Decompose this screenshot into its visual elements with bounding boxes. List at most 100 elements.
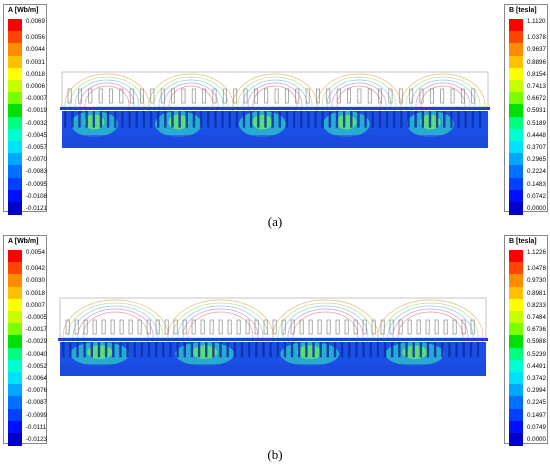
coil-slot (336, 88, 341, 104)
stator-slot (369, 342, 372, 358)
stator-slot (405, 342, 408, 358)
legend-swatch (8, 55, 22, 69)
stator-slot (92, 111, 96, 128)
stator-slot (176, 342, 179, 358)
legend-label: -0.0111 (26, 423, 47, 431)
legend-swatch (8, 298, 22, 312)
coil-slot (290, 319, 295, 335)
legend-swatch (8, 311, 22, 324)
coil-slot (233, 88, 238, 104)
coil-slot (409, 88, 414, 104)
legend-swatch (8, 177, 22, 191)
coil-slot (209, 319, 214, 335)
legend-swatch (8, 286, 22, 300)
stator-slot (185, 111, 188, 128)
legend-swatch (509, 250, 523, 263)
stator-slot (205, 342, 208, 358)
legend-label: 0.9637 (527, 46, 546, 54)
stator-slot (128, 111, 131, 128)
coil-slot (110, 319, 115, 335)
coil-slot (326, 319, 331, 335)
coil-slot (83, 319, 88, 335)
stator-slot (391, 342, 394, 358)
legend-swatch (509, 359, 523, 373)
stator-yoke (62, 135, 488, 148)
caption-b: (b) (267, 447, 283, 462)
stator-slot (114, 111, 117, 128)
stator-slot (364, 111, 367, 128)
legend-title: B [tesla] (509, 238, 537, 245)
stator-slot (90, 342, 94, 358)
coil-slot (389, 319, 394, 335)
legend-label: 0.0044 (26, 46, 45, 54)
stator-slot (219, 342, 222, 358)
legend-label: -0.0057 (26, 144, 47, 151)
coil-slot (74, 319, 79, 335)
stator-slot (276, 342, 279, 358)
stator-slot (197, 342, 201, 358)
stator-slot (292, 111, 296, 128)
legend-label: 0.6672 (527, 95, 546, 103)
legend-label: -0.0087 (26, 399, 47, 407)
stator-slot (342, 111, 346, 128)
legend-label: 0.0000 (527, 205, 546, 212)
stator-slot (228, 111, 231, 128)
stator-slot (376, 342, 380, 358)
legend-swatch (509, 323, 523, 336)
stator-slot (278, 111, 281, 128)
stator-slot (121, 111, 124, 128)
legend-swatch (509, 311, 523, 324)
stator-slot (462, 342, 465, 358)
stator-slot (333, 342, 337, 358)
legend-swatch (8, 323, 22, 336)
stator-slot (262, 342, 265, 358)
legend-label: 0.0054 (26, 249, 45, 256)
legend-label: 0.2224 (527, 168, 546, 176)
rail-line (58, 338, 488, 341)
legend-label: 0.3742 (527, 375, 546, 382)
stator-slot (190, 342, 194, 358)
stator-slot (112, 342, 115, 358)
coil-slot (236, 319, 241, 335)
stator-slot (119, 342, 122, 358)
coil-slot (78, 88, 82, 104)
flux-hotspot (336, 114, 357, 130)
legend-swatch (509, 262, 523, 275)
stator-slot (283, 342, 287, 358)
legend-swatch (8, 153, 22, 166)
legend-label: 0.0018 (26, 289, 45, 297)
legend-swatch (8, 189, 22, 203)
stator-slot (64, 111, 67, 128)
coil-slot (443, 319, 448, 335)
stator-slot (385, 111, 389, 128)
stator-slot (247, 342, 251, 358)
stator-slot (383, 342, 387, 358)
stator-slot (328, 111, 332, 128)
coil-slot (98, 88, 103, 104)
legend-label: 0.8896 (527, 58, 546, 66)
legend-swatch (509, 298, 523, 312)
coil-slot (419, 88, 424, 104)
legend-label: 0.7484 (527, 314, 546, 321)
coil-slot (227, 319, 232, 335)
stator-slot (249, 111, 253, 128)
stator-slot (126, 342, 129, 358)
coil-slot (353, 319, 358, 335)
coil-slot (191, 88, 196, 104)
stator-slot (199, 111, 203, 128)
stator-slot (476, 342, 480, 358)
stator-slot (478, 111, 482, 128)
coil-slot (218, 319, 223, 335)
legend-label: 0.4448 (527, 131, 546, 139)
legend-title: A [Wb/m] (8, 238, 39, 245)
legend-label: 0.1483 (527, 180, 546, 188)
legend-label: -0.0083 (26, 168, 47, 176)
coil-slot (295, 88, 300, 104)
stator-slot (443, 111, 446, 128)
stator-slot (378, 111, 382, 128)
stator-slot (421, 111, 425, 128)
legend-swatch (8, 335, 22, 349)
flux-hotspot (252, 114, 273, 130)
coil-slot (67, 88, 72, 104)
stator-slot (133, 342, 136, 358)
